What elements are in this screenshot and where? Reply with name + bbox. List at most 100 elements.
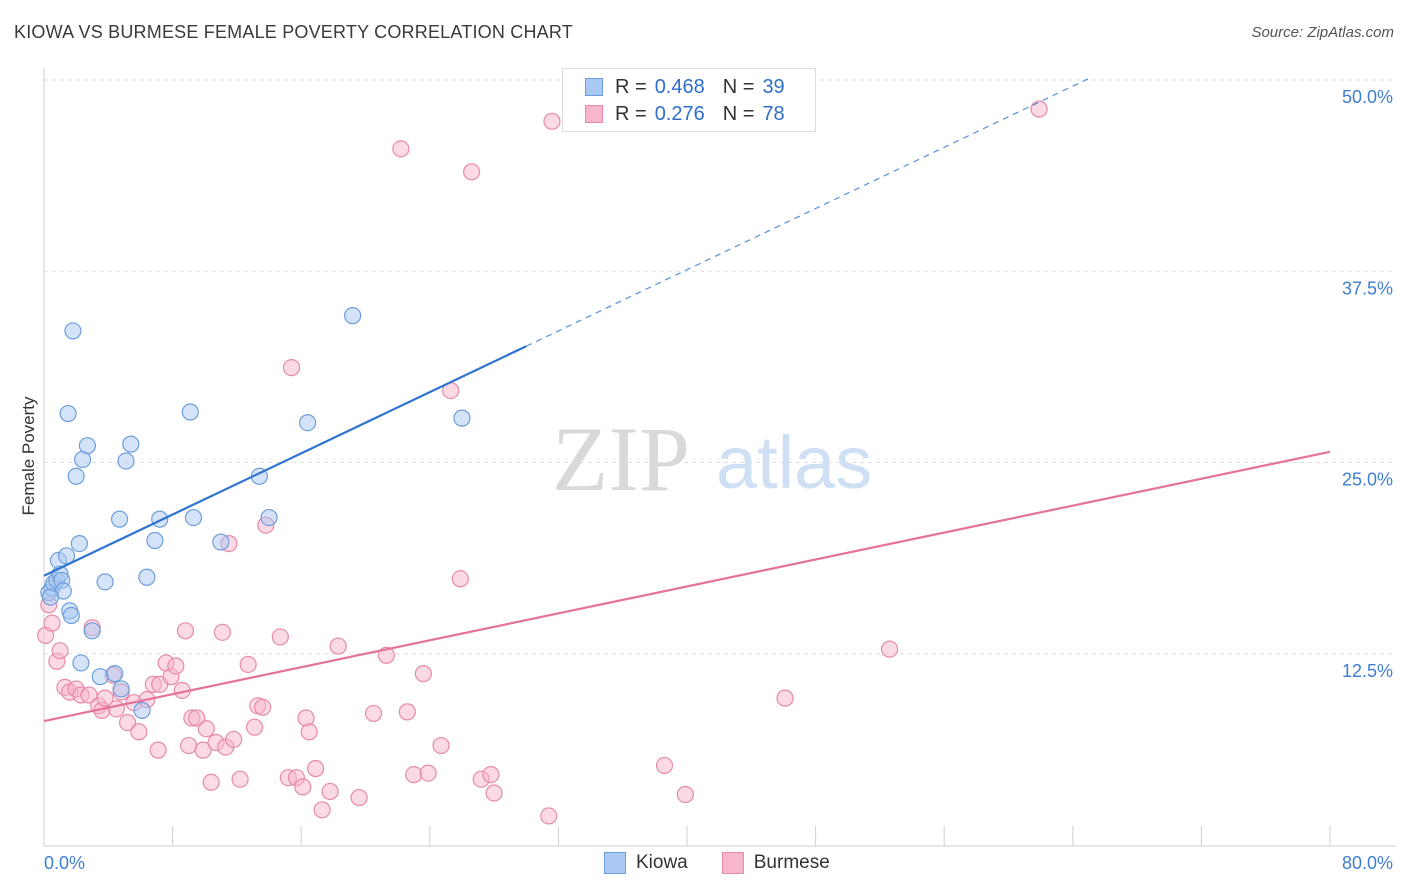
burmese-point xyxy=(364,704,383,723)
kiowa-point xyxy=(110,510,129,528)
kiowa-trend-extension xyxy=(525,77,1090,347)
kiowa-legend-label: Kiowa xyxy=(636,852,688,873)
kiowa-point xyxy=(117,452,135,470)
burmese-point xyxy=(350,788,368,807)
kiowa-point xyxy=(106,665,124,683)
legend-row-kiowa: R = 0.468 N = 39 xyxy=(585,75,803,99)
kiowa-legend-swatch xyxy=(604,852,626,874)
burmese-point xyxy=(655,756,674,775)
kiowa-trend-line xyxy=(43,345,527,577)
kiowa-points xyxy=(40,307,471,719)
series-legend: Kiowa Burmese xyxy=(604,852,864,874)
kiowa-point xyxy=(62,606,80,625)
legend-n-label: N = xyxy=(722,75,755,98)
kiowa-point xyxy=(260,508,278,527)
kiowa-point xyxy=(83,622,101,640)
kiowa-point xyxy=(181,403,199,421)
burmese-point xyxy=(676,785,694,804)
legend-row-burmese: R = 0.276 N = 78 xyxy=(585,102,803,126)
y-tick-label: 12.5% xyxy=(1342,661,1393,681)
burmese-point xyxy=(485,784,503,802)
burmese-point xyxy=(51,642,69,660)
burmese-point xyxy=(419,764,437,782)
legend-n-label: N = xyxy=(722,102,755,125)
kiowa-point xyxy=(78,437,97,455)
kiowa-point xyxy=(138,568,156,586)
burmese-point xyxy=(414,665,432,683)
burmese-point xyxy=(239,655,257,674)
kiowa-point xyxy=(59,404,77,423)
kiowa-point xyxy=(146,531,164,550)
burmese-point xyxy=(213,623,232,641)
watermark-zip: ZIP xyxy=(552,408,690,510)
burmese-point xyxy=(202,773,220,791)
y-tick-label: 50.0% xyxy=(1342,87,1393,107)
x-tick-label: 80.0% xyxy=(1342,853,1393,873)
kiowa-point xyxy=(91,668,109,686)
y-tick-label: 37.5% xyxy=(1342,278,1393,298)
burmese-point xyxy=(432,736,450,755)
burmese-point xyxy=(188,709,206,727)
kiowa-point xyxy=(299,414,317,432)
burmese-point xyxy=(176,622,195,640)
legend-r-label: R = xyxy=(615,102,647,125)
burmese-point xyxy=(451,570,469,588)
kiowa-point xyxy=(133,701,151,719)
kiowa-point xyxy=(64,322,82,340)
y-axis-label: Female Poverty xyxy=(19,396,38,516)
burmese-point xyxy=(398,703,416,721)
y-tick-label: 25.0% xyxy=(1342,470,1393,490)
burmese-point xyxy=(307,759,325,778)
burmese-legend-label: Burmese xyxy=(753,852,830,873)
burmese-point xyxy=(130,723,148,741)
burmese-point xyxy=(313,801,331,819)
chart-title: KIOWA VS BURMESE FEMALE POVERTY CORRELAT… xyxy=(14,22,573,42)
kiowa-n-value: 39 xyxy=(762,75,785,98)
kiowa-swatch xyxy=(585,78,603,96)
burmese-point xyxy=(43,614,61,632)
burmese-point xyxy=(462,163,481,181)
burmese-point xyxy=(880,640,899,658)
kiowa-point xyxy=(184,508,203,527)
kiowa-point xyxy=(344,307,362,325)
burmese-point xyxy=(321,782,339,801)
burmese-point xyxy=(294,778,312,796)
kiowa-point xyxy=(122,435,140,453)
burmese-point xyxy=(245,718,264,736)
kiowa-point xyxy=(70,534,88,553)
kiowa-point xyxy=(453,409,471,427)
burmese-point xyxy=(149,741,167,759)
kiowa-point xyxy=(72,654,90,672)
tick-labels: 12.5% 25.0% 37.5% 50.0% 0.0% 80.0% xyxy=(44,87,1393,873)
burmese-swatch xyxy=(585,105,603,123)
grid-lines xyxy=(44,79,1396,655)
legend-item-burmese[interactable]: Burmese xyxy=(721,852,830,874)
burmese-point xyxy=(282,359,301,377)
burmese-legend-swatch xyxy=(721,852,744,874)
burmese-point xyxy=(254,698,272,716)
trend-lines xyxy=(43,77,1331,723)
burmese-point xyxy=(543,112,561,130)
burmese-point xyxy=(1030,100,1048,118)
burmese-point xyxy=(540,807,558,825)
burmese-point xyxy=(180,736,198,755)
kiowa-point xyxy=(112,680,130,698)
kiowa-point xyxy=(96,573,114,591)
kiowa-point xyxy=(41,588,60,606)
burmese-point xyxy=(300,723,318,741)
kiowa-r-value: 0.468 xyxy=(654,75,705,98)
burmese-point xyxy=(776,689,794,707)
watermark-atlas: atlas xyxy=(716,421,872,504)
kiowa-point xyxy=(67,467,85,485)
burmese-point xyxy=(329,637,347,655)
source-label: Source: ZipAtlas.com xyxy=(1251,24,1394,41)
x-tick-label: 0.0% xyxy=(44,853,85,873)
burmese-point xyxy=(107,700,125,718)
burmese-point xyxy=(405,766,423,784)
burmese-point xyxy=(197,720,215,738)
legend-r-label: R = xyxy=(615,75,647,98)
legend-item-kiowa[interactable]: Kiowa xyxy=(604,852,688,874)
burmese-point xyxy=(482,766,500,784)
burmese-point xyxy=(118,713,137,732)
